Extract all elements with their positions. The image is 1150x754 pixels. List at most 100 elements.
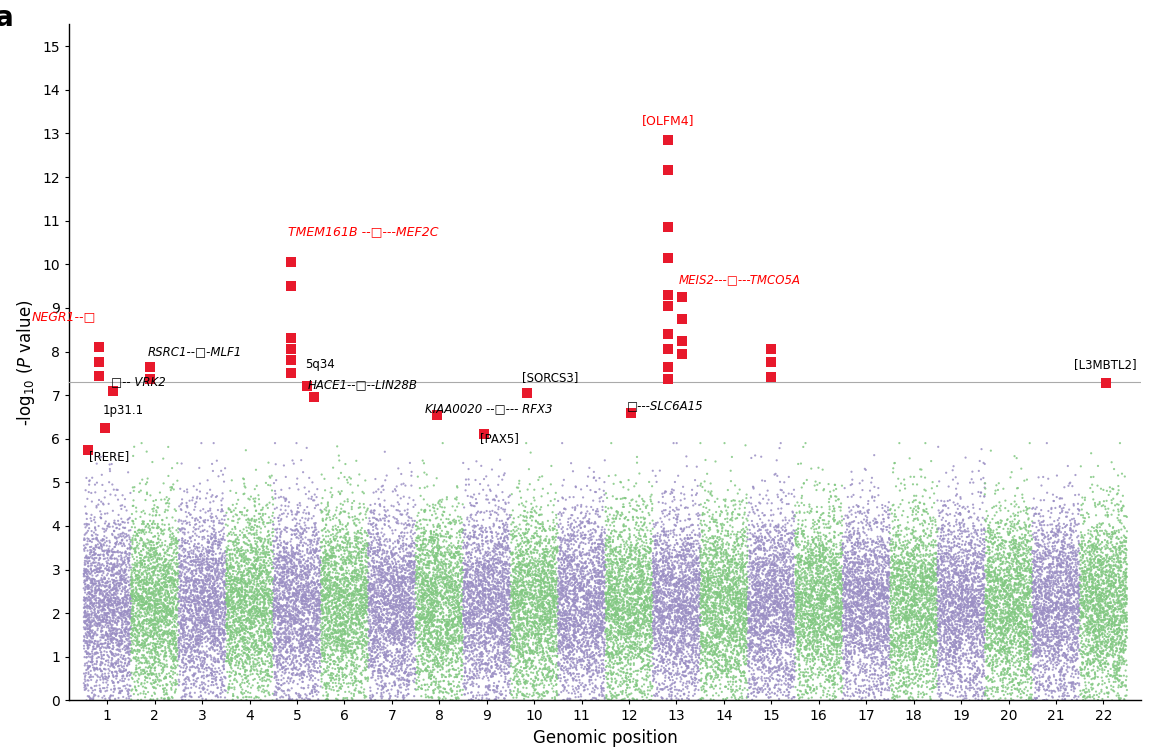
Point: [505, 593, 523, 605]
Point: [482, 593, 500, 605]
Point: [990, 547, 1009, 559]
Point: [961, 587, 980, 599]
Point: [78, 618, 97, 630]
Point: [110, 575, 129, 587]
Point: [804, 578, 822, 590]
Point: [925, 681, 943, 693]
Point: [123, 636, 141, 648]
Point: [1089, 612, 1107, 624]
Point: [981, 617, 999, 629]
Point: [370, 566, 389, 578]
Point: [269, 578, 288, 590]
Point: [190, 593, 208, 605]
Point: [886, 576, 904, 588]
Point: [190, 531, 208, 543]
Point: [737, 601, 756, 613]
Point: [821, 572, 839, 584]
Point: [317, 662, 336, 674]
Point: [1027, 602, 1045, 615]
Point: [994, 556, 1012, 568]
Point: [506, 530, 524, 542]
Point: [399, 667, 417, 679]
Point: [739, 612, 758, 624]
Point: [1089, 662, 1107, 674]
Point: [802, 610, 820, 622]
Point: [204, 549, 222, 561]
Point: [660, 601, 678, 613]
Point: [1068, 532, 1087, 544]
Point: [706, 657, 724, 669]
Point: [557, 590, 575, 602]
Point: [447, 688, 466, 700]
Point: [527, 637, 545, 649]
Point: [973, 583, 991, 595]
Point: [871, 550, 889, 562]
Point: [592, 682, 611, 694]
Point: [1110, 591, 1128, 603]
Point: [512, 562, 530, 574]
Point: [948, 621, 966, 633]
Point: [1056, 694, 1074, 706]
Point: [714, 494, 733, 506]
Point: [704, 587, 722, 599]
Point: [665, 669, 683, 681]
Point: [787, 657, 805, 670]
Point: [894, 679, 912, 691]
Point: [865, 580, 883, 592]
Point: [891, 596, 910, 608]
Point: [819, 611, 837, 624]
Point: [724, 644, 743, 656]
Point: [446, 552, 465, 564]
Point: [615, 501, 634, 513]
Point: [172, 493, 191, 505]
Point: [884, 578, 903, 590]
Point: [752, 602, 770, 615]
Point: [805, 601, 823, 613]
Point: [413, 596, 431, 608]
Point: [413, 541, 431, 553]
Point: [288, 584, 306, 596]
Point: [654, 662, 673, 674]
Point: [474, 636, 492, 648]
Point: [242, 524, 260, 536]
Point: [942, 645, 960, 657]
Point: [712, 547, 730, 559]
Point: [1021, 678, 1040, 690]
Point: [783, 580, 802, 592]
Point: [661, 588, 680, 600]
Point: [653, 507, 672, 520]
Point: [199, 572, 217, 584]
Point: [159, 599, 177, 611]
Point: [196, 620, 214, 632]
Point: [266, 593, 284, 605]
Point: [488, 583, 506, 595]
Point: [677, 538, 696, 550]
Point: [756, 475, 774, 487]
Point: [1050, 552, 1068, 564]
Point: [673, 673, 691, 685]
Point: [1097, 590, 1116, 602]
Point: [457, 479, 475, 491]
Point: [638, 601, 657, 613]
Point: [974, 618, 992, 630]
Point: [688, 554, 706, 566]
Point: [654, 570, 673, 582]
Point: [320, 596, 338, 608]
Point: [826, 585, 844, 597]
Point: [948, 583, 966, 595]
Point: [922, 538, 941, 550]
Point: [209, 559, 228, 572]
Point: [530, 618, 549, 630]
Point: [1048, 659, 1066, 671]
Point: [724, 529, 743, 541]
Point: [892, 608, 911, 620]
Point: [271, 539, 290, 551]
Point: [1000, 611, 1019, 623]
Point: [251, 643, 269, 655]
Point: [78, 642, 97, 654]
Point: [1021, 662, 1040, 674]
Point: [820, 671, 838, 683]
Point: [1091, 554, 1110, 566]
Point: [1072, 586, 1090, 598]
Point: [273, 569, 291, 581]
